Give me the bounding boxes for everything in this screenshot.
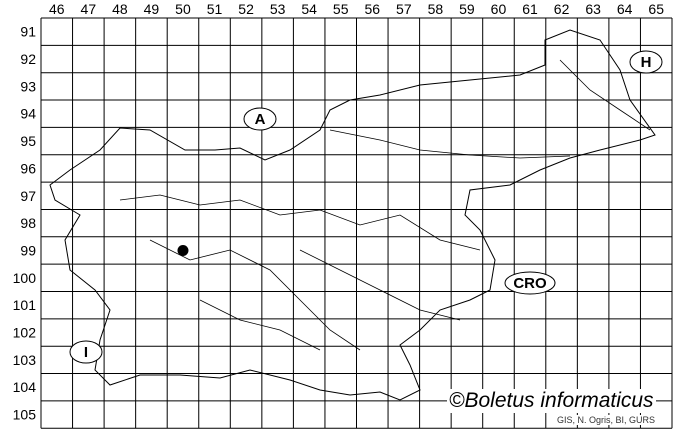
- column-label: 47: [81, 1, 97, 17]
- row-label: 94: [20, 106, 36, 122]
- column-label: 58: [428, 1, 444, 17]
- column-label: 46: [49, 1, 65, 17]
- row-label: 95: [20, 133, 36, 149]
- column-label: 59: [459, 1, 475, 17]
- row-label: 101: [13, 297, 37, 313]
- row-label: 99: [20, 242, 36, 258]
- row-label: 93: [20, 78, 36, 94]
- record-dots: [177, 244, 189, 256]
- row-label: 104: [13, 379, 37, 395]
- column-label: 63: [585, 1, 601, 17]
- country-label-hungary: H: [641, 54, 652, 71]
- column-label: 49: [144, 1, 160, 17]
- column-label: 52: [238, 1, 254, 17]
- grid: [40, 17, 673, 429]
- row-label: 97: [20, 188, 36, 204]
- column-label: 62: [554, 1, 570, 17]
- column-label: 51: [207, 1, 223, 17]
- copyright-text: ©Boletus informaticus: [447, 389, 656, 413]
- row-label: 98: [20, 215, 36, 231]
- column-label: 55: [333, 1, 349, 17]
- row-labels: 91 92 93 94 95 96 97 98 99 100 101 102 103 104 105: [13, 24, 37, 423]
- row-label: 96: [20, 160, 36, 176]
- row-label: 105: [13, 407, 37, 423]
- row-label: 100: [13, 270, 37, 286]
- country-label-croatia: CRO: [513, 275, 547, 292]
- column-label: 60: [491, 1, 507, 17]
- column-label: 50: [175, 1, 191, 17]
- country-label-austria: A: [255, 111, 266, 128]
- country-label-oval-croatia: [504, 271, 556, 295]
- column-label: 65: [648, 1, 664, 17]
- country-label-oval-austria: [243, 107, 277, 131]
- column-label: 54: [301, 1, 317, 17]
- row-label: 92: [20, 51, 36, 67]
- column-labels: 46 47 48 49 50 51 52 53 54 55 56 57 58 59 60 61 62 63 64 65: [49, 1, 664, 17]
- column-label: 61: [522, 1, 538, 17]
- row-label: 102: [13, 325, 37, 341]
- column-label: 57: [396, 1, 412, 17]
- column-label: 56: [364, 1, 380, 17]
- country-label-oval-hungary: [629, 50, 663, 74]
- rivers: [119, 59, 651, 351]
- country-label-oval-italy: [69, 340, 103, 364]
- source-text: GIS, N. Ogris, BI, GURS: [555, 415, 658, 425]
- column-label: 48: [112, 1, 128, 17]
- column-label: 53: [270, 1, 286, 17]
- row-label: 91: [20, 24, 36, 40]
- country-label-italy: I: [84, 344, 88, 361]
- row-label: 103: [13, 352, 37, 368]
- column-label: 64: [617, 1, 633, 17]
- country-border: [49, 29, 656, 401]
- record-dot: [177, 244, 189, 256]
